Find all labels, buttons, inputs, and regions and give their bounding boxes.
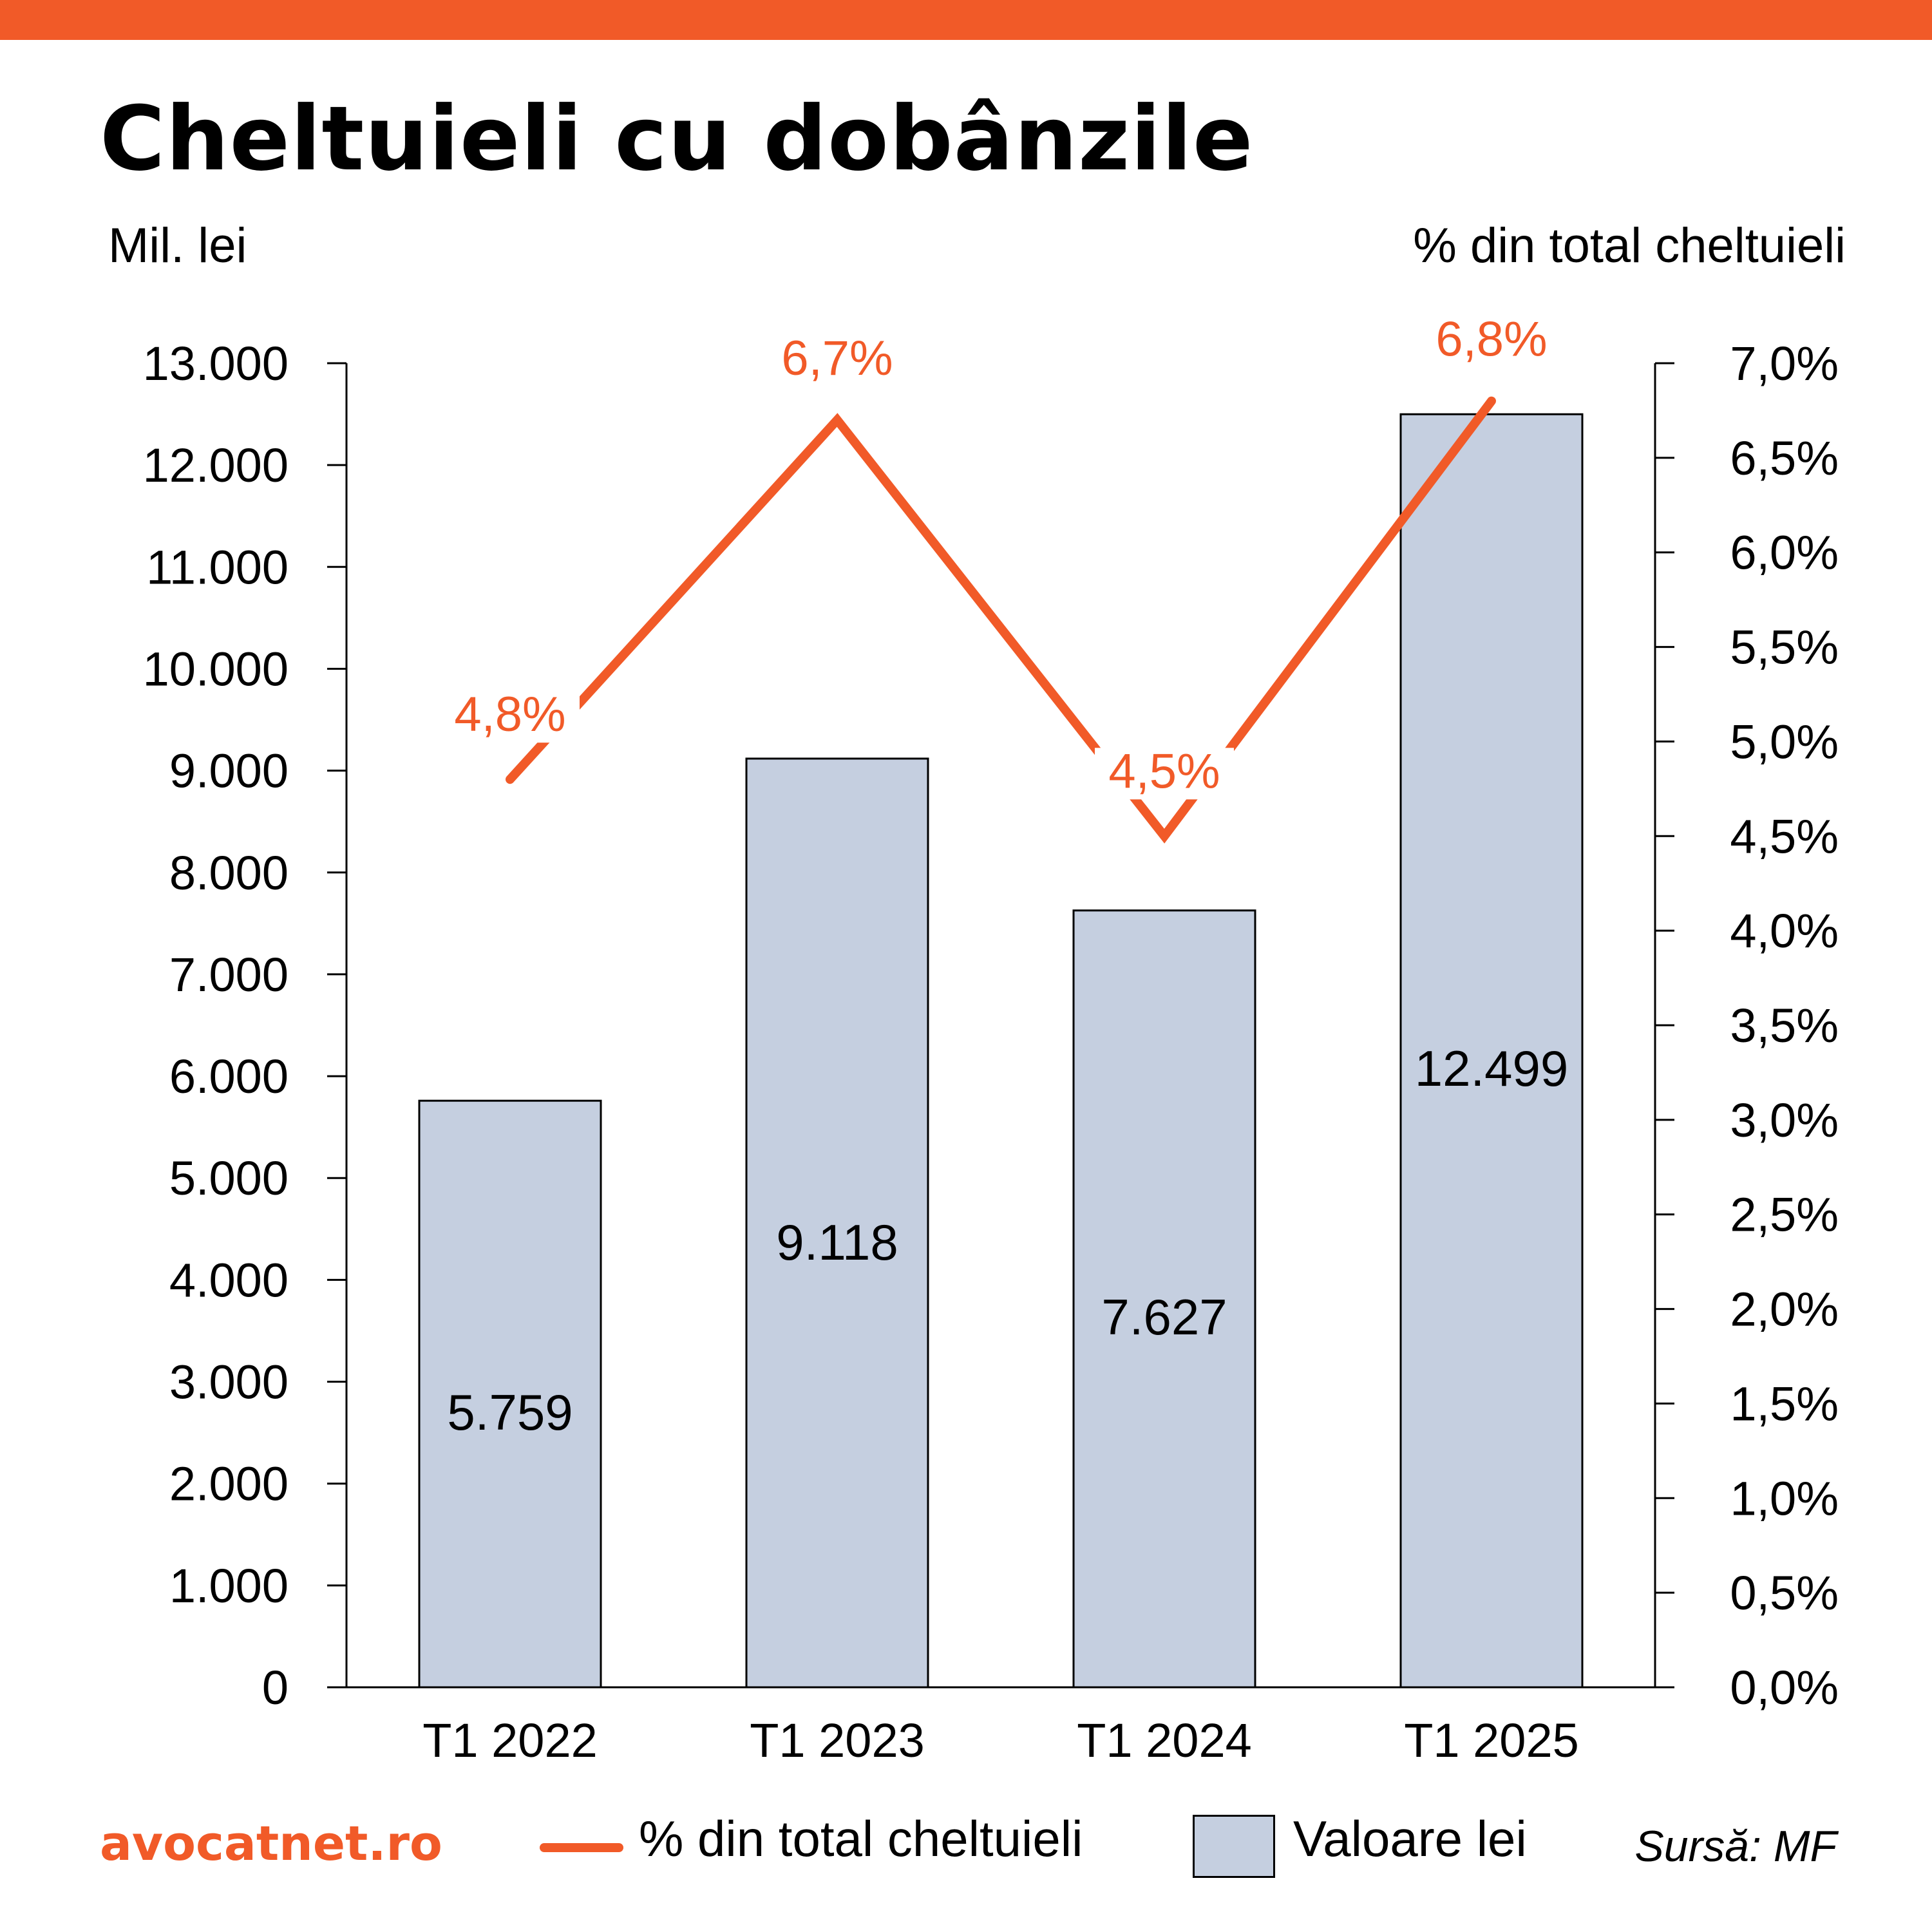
right-tick-label: 3,5% (1730, 999, 1839, 1052)
left-tick-label: 11.000 (146, 540, 289, 594)
left-axis-unit: Mil. lei (108, 218, 247, 273)
bar (745, 757, 929, 1689)
right-tick-label: 4,0% (1730, 904, 1839, 958)
right-tick-label: 5,0% (1730, 715, 1839, 768)
left-tick-label: 5.000 (169, 1151, 289, 1205)
line-value-label: 4,5% (1108, 744, 1220, 799)
brand-logo: avocatnet.ro (100, 1816, 442, 1871)
chart-title: Cheltuieli cu dobânzile (100, 87, 1254, 191)
line-value-label: 6,8% (1435, 312, 1547, 367)
interest-expense-chart: 0 1.000 2.000 3.000 4.000 5.000 6.000 7.000 8.00… (143, 312, 1839, 1767)
bar (1072, 909, 1256, 1689)
x-tick-label: T1 2023 (750, 1714, 925, 1767)
source-note: Sursă: MF (1634, 1822, 1837, 1871)
bar-value-label: 5.759 (447, 1384, 573, 1441)
right-tick-label: 4,5% (1730, 810, 1839, 863)
right-tick-label: 6,5% (1730, 431, 1839, 485)
legend-line-label: % din total cheltuieli (639, 1810, 1083, 1867)
right-tick-label: 6,0% (1730, 526, 1839, 580)
left-tick-label: 0 (262, 1661, 289, 1714)
line-value-label: 6,7% (781, 331, 893, 386)
right-tick-label: 1,0% (1730, 1472, 1839, 1525)
right-tick-label: 0,5% (1730, 1566, 1839, 1620)
legend-bar-swatch (1193, 1815, 1275, 1878)
line-label-backing (440, 691, 580, 743)
left-tick-label: 4.000 (169, 1253, 289, 1307)
line-value-label: 4,8% (454, 687, 565, 742)
left-tick-label: 6.000 (169, 1050, 289, 1103)
bar (1399, 413, 1584, 1689)
legend-bar-label: Valoare lei (1293, 1810, 1527, 1867)
right-axis-unit: % din total cheltuieli (1413, 218, 1846, 273)
left-tick-label: 7.000 (169, 948, 289, 1001)
right-tick-label: 5,5% (1730, 621, 1839, 674)
bar (418, 1099, 602, 1689)
x-tick-label: T1 2024 (1077, 1714, 1252, 1767)
right-tick-label: 2,0% (1730, 1283, 1839, 1336)
left-tick-label: 2.000 (169, 1457, 289, 1511)
bar-value-label: 7.627 (1101, 1289, 1227, 1345)
left-tick-label: 13.000 (143, 337, 289, 390)
bar-value-label: 12.499 (1415, 1040, 1569, 1097)
right-tick-label: 0,0% (1730, 1661, 1839, 1714)
top-accent-bar (0, 0, 1932, 40)
left-tick-label: 8.000 (169, 846, 289, 900)
percent-line (506, 396, 1496, 844)
line-label-backing (1095, 748, 1234, 800)
left-tick-label: 9.000 (169, 744, 289, 798)
left-tick-label: 1.000 (169, 1559, 289, 1613)
legend-line-swatch (540, 1843, 623, 1852)
right-tick-label: 1,5% (1730, 1377, 1839, 1430)
left-tick-label: 3.000 (169, 1356, 289, 1409)
x-tick-label: T1 2022 (422, 1714, 598, 1767)
right-tick-label: 2,5% (1730, 1188, 1839, 1242)
left-tick-label: 12.000 (143, 439, 289, 492)
x-tick-label: T1 2025 (1404, 1714, 1579, 1767)
bar-value-label: 9.118 (776, 1214, 898, 1271)
right-tick-label: 3,0% (1730, 1094, 1839, 1147)
right-tick-label: 7,0% (1730, 337, 1839, 390)
left-tick-label: 10.000 (143, 642, 289, 696)
